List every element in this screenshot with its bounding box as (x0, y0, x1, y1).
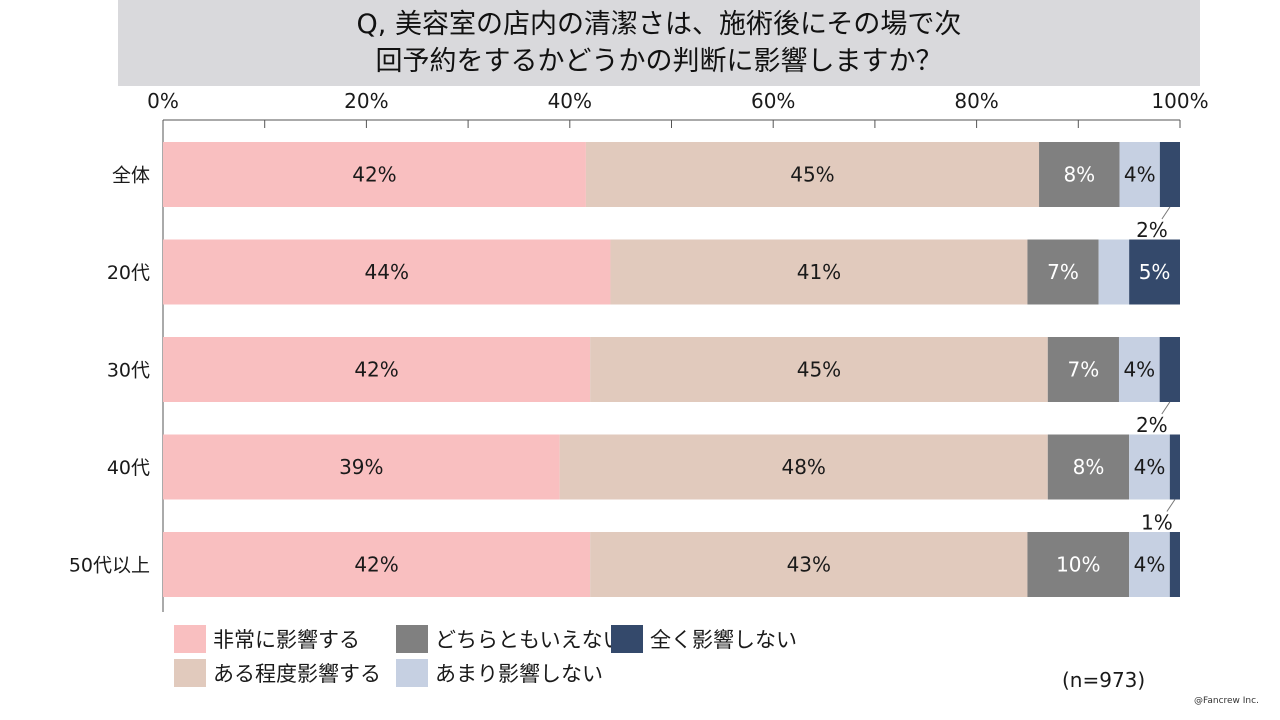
bar-segment (559, 434, 1048, 500)
bar-segment (1159, 142, 1180, 207)
data-label: 5% (1139, 260, 1171, 284)
data-label: 7% (1047, 260, 1079, 284)
bar-segment (1027, 532, 1130, 597)
data-label: 4% (1134, 553, 1166, 577)
data-label: 42% (354, 358, 398, 382)
bar-segment (1129, 434, 1170, 500)
bar-segment (163, 337, 591, 402)
data-label: 44% (365, 260, 409, 284)
legend-item-very-influential: 非常に影響する (174, 624, 360, 654)
bar-segment (590, 532, 1028, 597)
legend-label-not-at-all: 全く影響しない (650, 628, 797, 652)
data-label: 42% (354, 553, 398, 577)
data-label: 2% (1136, 218, 1168, 242)
legend-item-not-much: あまり影響しない (396, 658, 603, 688)
legend-label-neutral: どちらともいえない (435, 628, 624, 652)
bar-segment (1098, 239, 1130, 305)
data-label-leader (1161, 401, 1171, 415)
legend-swatch-somewhat-influential (174, 659, 206, 687)
legend-item-not-at-all: 全く影響しない (611, 624, 797, 654)
category-label: 全体 (112, 165, 150, 187)
legend-swatch-very-influential (174, 625, 206, 653)
legend-label-somewhat-influential: ある程度影響する (213, 662, 381, 686)
x-tick-label: 20% (344, 89, 388, 113)
bar-segment (1047, 434, 1130, 500)
chart-legend: 非常に影響する どちらともいえない 全く影響しない ある程度影響する あまり影響… (174, 624, 814, 690)
bar-segment (590, 337, 1048, 402)
x-tick-label: 60% (751, 89, 795, 113)
data-label: 4% (1124, 163, 1156, 187)
data-label: 1% (1141, 511, 1173, 535)
bar-segment (1159, 337, 1180, 402)
legend-item-neutral: どちらともいえない (396, 624, 624, 654)
bar-segment (163, 434, 560, 500)
bar-segment (1027, 239, 1099, 305)
bar-segment (163, 142, 586, 207)
data-label: 2% (1136, 413, 1168, 437)
data-label: 39% (339, 455, 383, 479)
copyright-text: @Fancrew Inc. (1194, 696, 1259, 706)
bar-segment (585, 142, 1040, 207)
data-label: 41% (797, 260, 841, 284)
x-tick-label: 40% (548, 89, 592, 113)
data-label: 4% (1123, 358, 1155, 382)
data-label: 10% (1056, 553, 1100, 577)
chart-title: Q, 美容室の店内の清潔さは、施術後にその場で次 回予約をするかどうかの判断に影… (118, 0, 1200, 86)
data-label-leader (1161, 206, 1171, 220)
bar-segment (1119, 142, 1160, 207)
data-label-leader (1166, 499, 1176, 512)
bar-segment (1169, 434, 1180, 500)
bar-segment (163, 532, 591, 597)
legend-swatch-not-much (396, 659, 428, 687)
bar-segment (1039, 142, 1120, 207)
legend-swatch-neutral (396, 625, 428, 653)
x-tick-label: 80% (954, 89, 998, 113)
bar-segment (163, 239, 611, 305)
data-label: 43% (787, 553, 831, 577)
category-label: 30代 (107, 360, 150, 382)
legend-item-somewhat-influential: ある程度影響する (174, 658, 381, 688)
legend-swatch-not-at-all (611, 625, 643, 653)
data-label: 4% (1134, 455, 1166, 479)
category-label: 40代 (107, 457, 150, 479)
bar-segment (1118, 337, 1160, 402)
data-label: 8% (1063, 163, 1095, 187)
sample-size-label: (n=973) (1062, 668, 1146, 692)
legend-label-very-influential: 非常に影響する (213, 628, 360, 652)
category-label: 20代 (107, 262, 150, 284)
data-label: 8% (1073, 455, 1105, 479)
x-tick-label: 0% (147, 89, 179, 113)
bar-segment (610, 239, 1028, 305)
data-label: 48% (781, 455, 825, 479)
bar-segment (1129, 532, 1170, 597)
data-label: 45% (797, 358, 841, 382)
bar-segment (1169, 532, 1180, 597)
chart-title-line-2: 回予約をするかどうかの判断に影響しますか？ (375, 46, 943, 77)
legend-label-not-much: あまり影響しない (435, 662, 603, 686)
chart-title-line-1: Q, 美容室の店内の清潔さは、施術後にその場で次 (356, 9, 962, 40)
bar-segment (1047, 337, 1119, 402)
data-label: 42% (352, 163, 396, 187)
data-label: 7% (1068, 358, 1100, 382)
category-label: 50代以上 (69, 555, 150, 577)
data-label: 45% (790, 163, 834, 187)
x-tick-label: 100% (1151, 89, 1208, 113)
bar-segment (1129, 239, 1180, 305)
